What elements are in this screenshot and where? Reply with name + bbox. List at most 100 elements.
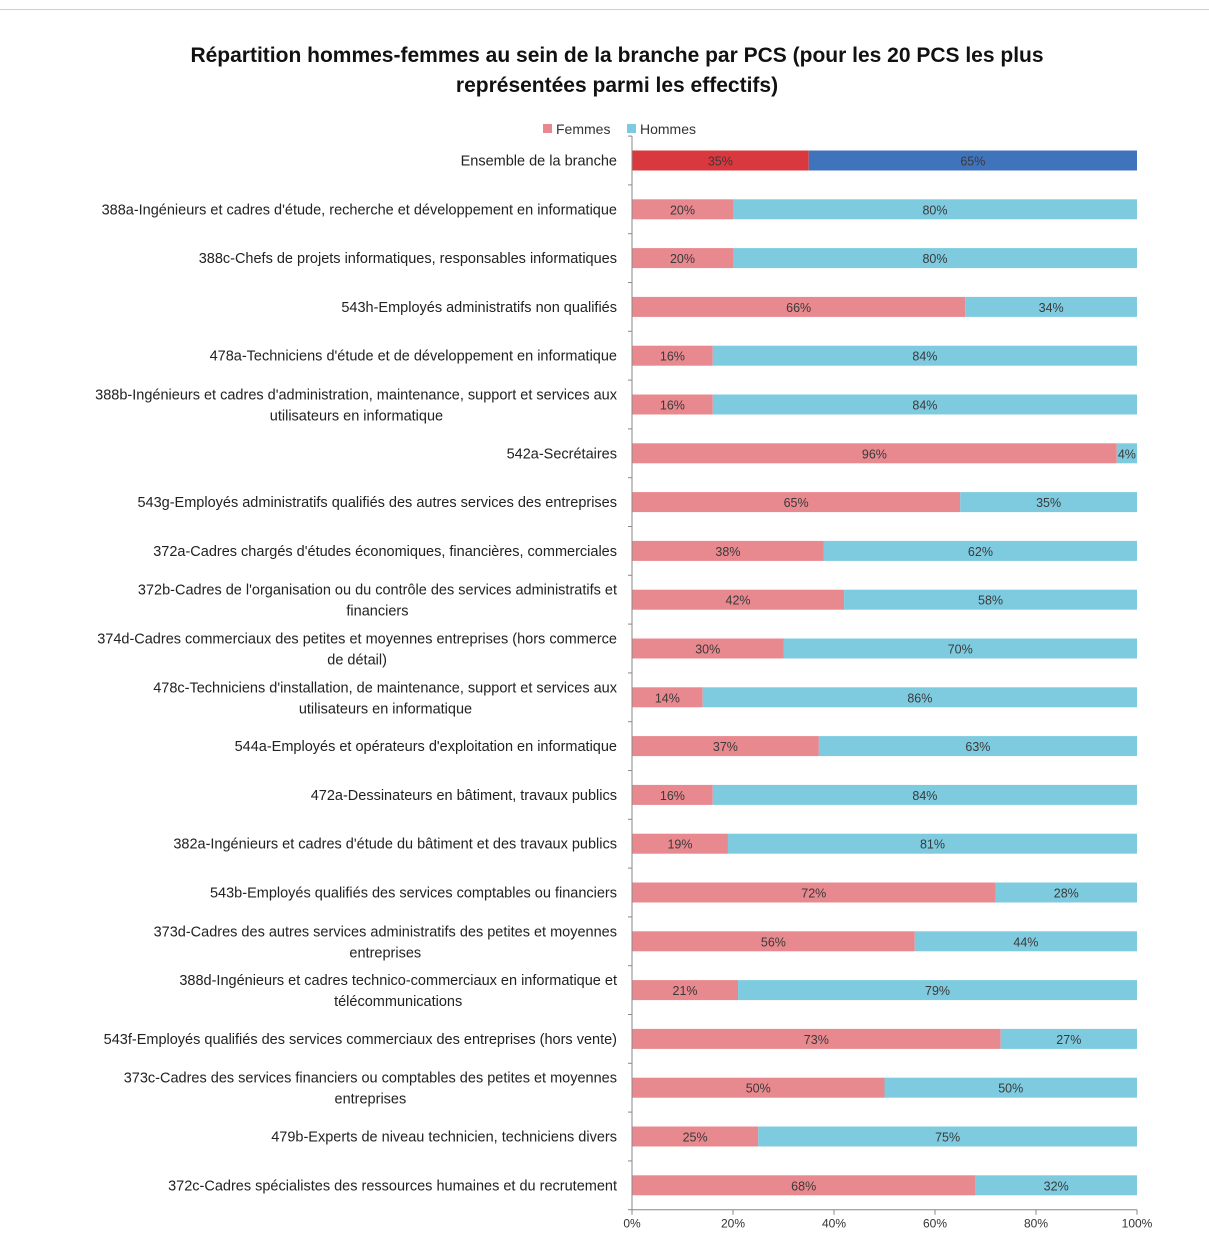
- data-label-femmes: 16%: [660, 399, 685, 413]
- category-label: 479b-Experts de niveau technicien, techn…: [271, 1130, 617, 1146]
- bar-hommes: [783, 638, 1137, 659]
- bar-femmes: [632, 248, 733, 269]
- data-label-hommes: 84%: [912, 789, 937, 803]
- data-label-femmes: 19%: [667, 838, 692, 852]
- bar-hommes: [733, 248, 1137, 269]
- data-label-hommes: 44%: [1013, 935, 1038, 949]
- data-label-femmes: 37%: [713, 740, 738, 754]
- data-label-hommes: 80%: [922, 252, 947, 266]
- data-label-hommes: 70%: [948, 643, 973, 657]
- data-label-hommes: 34%: [1039, 301, 1064, 315]
- data-label-femmes: 21%: [673, 984, 698, 998]
- data-label-femmes: 20%: [670, 203, 695, 217]
- data-label-femmes: 66%: [786, 301, 811, 315]
- data-label-femmes: 14%: [655, 691, 680, 705]
- category-label: 373c-Cadres des services financiers ou c…: [124, 1071, 617, 1087]
- bar-hommes: [844, 589, 1137, 610]
- data-label-hommes: 50%: [998, 1082, 1023, 1096]
- data-label-hommes: 86%: [907, 691, 932, 705]
- bar-hommes: [823, 540, 1137, 561]
- data-label-hommes: 84%: [912, 399, 937, 413]
- bar-hommes: [702, 687, 1137, 708]
- data-label-hommes: 81%: [920, 838, 945, 852]
- x-tick-label: 80%: [1024, 1217, 1048, 1231]
- bar-hommes: [884, 1077, 1137, 1098]
- data-label-hommes: 27%: [1056, 1033, 1081, 1047]
- bar-hommes: [818, 736, 1137, 757]
- category-label: 478a-Techniciens d'étude et de développe…: [210, 349, 617, 365]
- data-label-hommes: 80%: [922, 203, 947, 217]
- data-label-femmes: 35%: [708, 155, 733, 169]
- bar-hommes: [914, 931, 1137, 952]
- x-tick-label: 0%: [623, 1217, 641, 1231]
- bar-femmes: [632, 1028, 1001, 1049]
- data-label-femmes: 42%: [726, 594, 751, 608]
- x-tick-label: 100%: [1122, 1217, 1153, 1231]
- category-label: 542a-Secrétaires: [507, 446, 617, 462]
- data-label-femmes: 16%: [660, 350, 685, 364]
- bar-femmes: [632, 443, 1117, 464]
- data-label-femmes: 16%: [660, 789, 685, 803]
- x-tick-label: 40%: [822, 1217, 846, 1231]
- bar-hommes: [733, 199, 1137, 220]
- data-label-femmes: 30%: [695, 643, 720, 657]
- category-label: 382a-Ingénieurs et cadres d'étude du bât…: [173, 837, 617, 853]
- category-label: 388a-Ingénieurs et cadres d'étude, reche…: [102, 202, 617, 218]
- bar-femmes: [632, 736, 819, 757]
- bar-hommes: [758, 1126, 1137, 1147]
- data-label-femmes: 65%: [784, 496, 809, 510]
- data-label-femmes: 72%: [801, 887, 826, 901]
- data-label-hommes: 79%: [925, 984, 950, 998]
- bar-femmes: [632, 150, 809, 171]
- bar-hommes: [727, 833, 1137, 854]
- data-label-femmes: 96%: [862, 447, 887, 461]
- bar-hommes: [995, 882, 1137, 903]
- bar-hommes: [738, 980, 1137, 1001]
- bar-femmes: [632, 345, 713, 366]
- category-label: 543f-Employés qualifiés des services com…: [104, 1032, 617, 1048]
- bar-femmes: [632, 394, 713, 415]
- bar-hommes: [808, 150, 1137, 171]
- category-label: 388d-Ingénieurs et cadres technico-comme…: [179, 973, 617, 989]
- bar-femmes: [632, 784, 713, 805]
- legend-hommes-label: Hommes: [640, 121, 696, 137]
- bar-hommes: [1000, 1028, 1137, 1049]
- bar-femmes: [632, 199, 733, 220]
- data-label-hommes: 63%: [965, 740, 990, 754]
- bar-femmes: [632, 1175, 976, 1196]
- bar-femmes: [632, 833, 728, 854]
- category-label-line2: utilisateurs en informatique: [299, 701, 472, 717]
- category-label: 543b-Employés qualifiés des services com…: [210, 886, 617, 902]
- legend-femmes-label: Femmes: [556, 121, 610, 137]
- data-label-hommes: 28%: [1054, 887, 1079, 901]
- data-label-hommes: 58%: [978, 594, 1003, 608]
- bar-hommes: [960, 492, 1137, 513]
- data-label-hommes: 32%: [1044, 1179, 1069, 1193]
- bar-hommes: [965, 296, 1137, 317]
- data-label-femmes: 20%: [670, 252, 695, 266]
- category-label: 472a-Dessinateurs en bâtiment, travaux p…: [311, 788, 617, 804]
- bar-femmes: [632, 980, 739, 1001]
- category-label: 372c-Cadres spécialistes des ressources …: [168, 1178, 617, 1194]
- bar-femmes: [632, 296, 966, 317]
- bar-femmes: [632, 687, 703, 708]
- category-label-line2: financiers: [346, 604, 408, 620]
- bar-femmes: [632, 882, 996, 903]
- bar-hommes: [975, 1175, 1137, 1196]
- category-label: 388c-Chefs de projets informatiques, res…: [199, 251, 617, 267]
- category-label: 388b-Ingénieurs et cadres d'administrati…: [95, 388, 618, 404]
- data-label-femmes: 38%: [715, 545, 740, 559]
- legend-hommes-swatch: [627, 124, 636, 133]
- data-label-hommes: 35%: [1036, 496, 1061, 510]
- category-label-line2: entreprises: [335, 1092, 407, 1108]
- category-label: 373d-Cadres des autres services administ…: [154, 924, 617, 940]
- category-label-line2: utilisateurs en informatique: [270, 409, 443, 425]
- data-label-femmes: 50%: [746, 1082, 771, 1096]
- bar-hommes: [712, 394, 1137, 415]
- data-label-hommes: 84%: [912, 350, 937, 364]
- category-label: 478c-Techniciens d'installation, de main…: [153, 680, 618, 696]
- bar-femmes: [632, 638, 784, 659]
- bar-femmes: [632, 540, 824, 561]
- bar-femmes: [632, 931, 915, 952]
